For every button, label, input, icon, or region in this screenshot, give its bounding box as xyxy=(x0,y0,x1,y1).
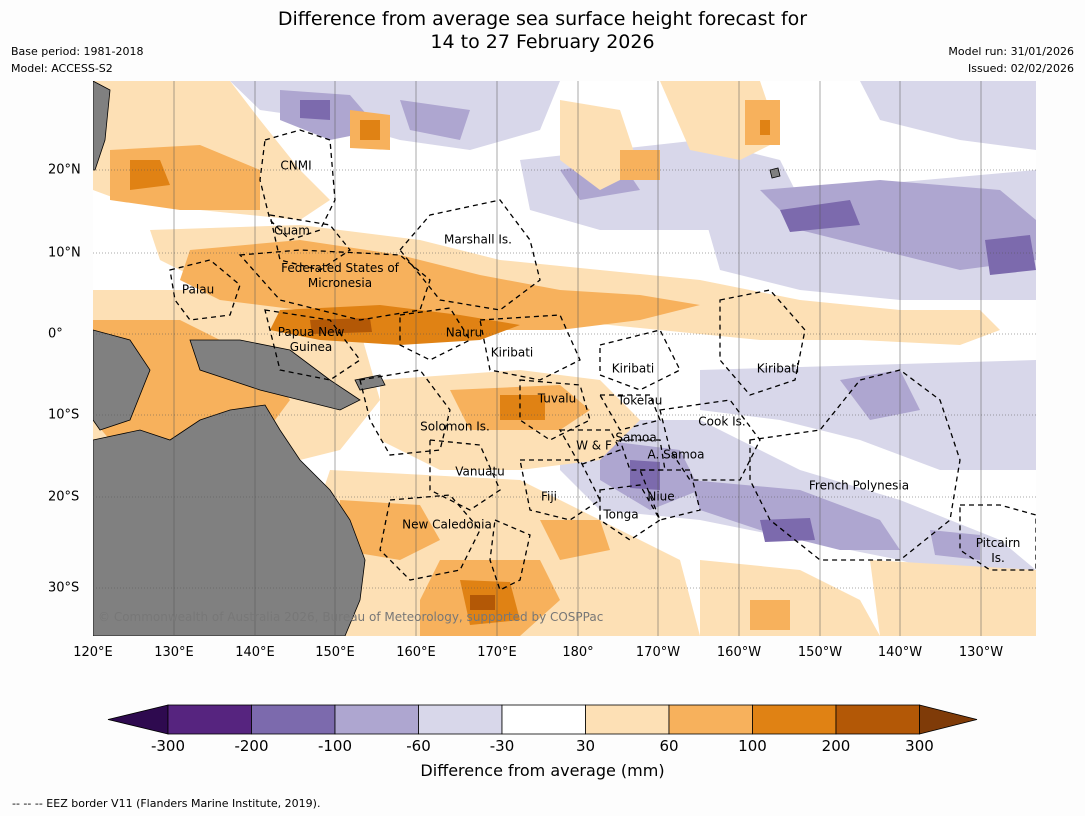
base-period: Base period: 1981-2018 xyxy=(11,45,144,58)
place-label: Nauru xyxy=(445,325,483,340)
colorbar-swatch xyxy=(334,704,419,735)
colorbar-swatch xyxy=(251,704,336,735)
map-title-line2: 14 to 27 February 2026 xyxy=(430,31,655,53)
colorbar-extend-high xyxy=(919,704,978,735)
map-area xyxy=(93,81,1036,636)
x-tick-label: 130°W xyxy=(958,645,1004,660)
x-tick-label: 140°W xyxy=(877,645,923,660)
place-label: Federated States of Micronesia xyxy=(281,261,399,290)
map-title-line1: Difference from average sea surface heig… xyxy=(277,8,808,30)
place-label: Vanuatu xyxy=(455,464,505,479)
place-label: Kiribati xyxy=(611,361,655,376)
colorbar-extend-low xyxy=(107,704,169,735)
colorbar-tick-label: 200 xyxy=(821,737,851,755)
place-label: New Caledonia xyxy=(402,517,492,532)
colorbar-tick-label: -30 xyxy=(489,737,515,755)
place-label: Solomon Is. xyxy=(420,419,490,434)
place-label: W & F xyxy=(576,438,612,453)
australia xyxy=(93,404,366,636)
meta-left: Base period: 1981-2018 Model: ACCESS-S2 xyxy=(11,43,143,77)
colorbar xyxy=(107,704,978,735)
graticule xyxy=(93,169,1036,589)
new-britain xyxy=(354,374,386,391)
colorbar-swatch xyxy=(167,704,252,735)
place-label: Tonga xyxy=(603,507,639,522)
y-tick-label: 20°N xyxy=(48,162,81,178)
land-masses xyxy=(93,81,781,636)
copyright-notice: © Commonwealth of Australia 2026, Bureau… xyxy=(98,610,604,624)
x-tick-label: 120°E xyxy=(73,645,113,660)
meta-right: Model run: 31/01/2026 Issued: 02/02/2026 xyxy=(948,43,1074,77)
colorbar-swatch xyxy=(752,704,837,735)
anomaly-deepest-positive xyxy=(310,318,495,610)
place-label: Palau xyxy=(181,282,215,297)
x-tick-label: 170°W xyxy=(635,645,681,660)
eez-footnote: -- -- -- EEZ border V11 (Flanders Marine… xyxy=(12,797,321,810)
indonesia-east xyxy=(93,329,151,431)
colorbar-tick-label: -300 xyxy=(150,737,186,755)
colorbar-swatch xyxy=(585,704,670,735)
philippines xyxy=(93,81,111,171)
place-label: Kiribati xyxy=(756,361,800,376)
y-tick-label: 10°S xyxy=(48,407,80,423)
new-guinea xyxy=(189,339,361,411)
y-tick-label: 10°N xyxy=(48,245,81,261)
colorbar-tick-label: 300 xyxy=(905,737,934,755)
y-tick-label: 0° xyxy=(48,326,63,342)
place-label: Marshall Is. xyxy=(444,232,512,247)
place-label: CNMI xyxy=(280,158,312,173)
x-tick-label: 160°W xyxy=(716,645,762,660)
place-label: A. Samoa xyxy=(647,447,705,462)
x-tick-label: 150°W xyxy=(797,645,843,660)
colorbar-swatch xyxy=(501,704,586,735)
place-label: Papua New Guinea xyxy=(277,325,345,354)
eez-borders xyxy=(169,129,1036,591)
place-label: Pitcairn Is. xyxy=(975,536,1021,565)
colorbar-swatch xyxy=(835,704,920,735)
place-label: Tokelau xyxy=(617,393,663,408)
meridians xyxy=(173,81,982,636)
place-label: Kiribati xyxy=(490,345,534,360)
hawaii-dot xyxy=(769,167,781,179)
place-label: Niue xyxy=(647,489,675,504)
colorbar-tick-label: 30 xyxy=(575,737,596,755)
x-tick-label: 150°E xyxy=(315,645,355,660)
colorbar-swatch xyxy=(668,704,753,735)
colorbar-tick-label: 60 xyxy=(659,737,679,755)
x-tick-label: 170°E xyxy=(477,645,517,660)
x-tick-label: 130°E xyxy=(154,645,194,660)
x-tick-label: 160°E xyxy=(396,645,436,660)
colorbar-swatch xyxy=(418,704,503,735)
place-label: Samoa xyxy=(615,430,657,445)
colorbar-tick-label: -100 xyxy=(317,737,353,755)
colorbar-tick-label: -200 xyxy=(234,737,269,755)
model-run: Model run: 31/01/2026 xyxy=(948,45,1074,58)
place-label: Cook Is. xyxy=(698,414,746,429)
x-tick-label: 140°E xyxy=(235,645,275,660)
place-label: French Polynesia xyxy=(808,478,910,493)
colorbar-tick-label: -60 xyxy=(406,737,431,755)
y-tick-label: 30°S xyxy=(48,580,80,596)
colorbar-tick-label: 100 xyxy=(738,737,767,755)
model-name: Model: ACCESS-S2 xyxy=(11,62,113,75)
place-label: Tuvalu xyxy=(537,391,577,406)
place-label: Fiji xyxy=(540,489,558,504)
colorbar-label: Difference from average (mm) xyxy=(420,761,665,780)
issued-date: Issued: 02/02/2026 xyxy=(967,62,1074,75)
x-tick-label: 180° xyxy=(562,645,594,660)
place-label: Guam xyxy=(274,223,310,238)
y-tick-label: 20°S xyxy=(48,489,80,505)
